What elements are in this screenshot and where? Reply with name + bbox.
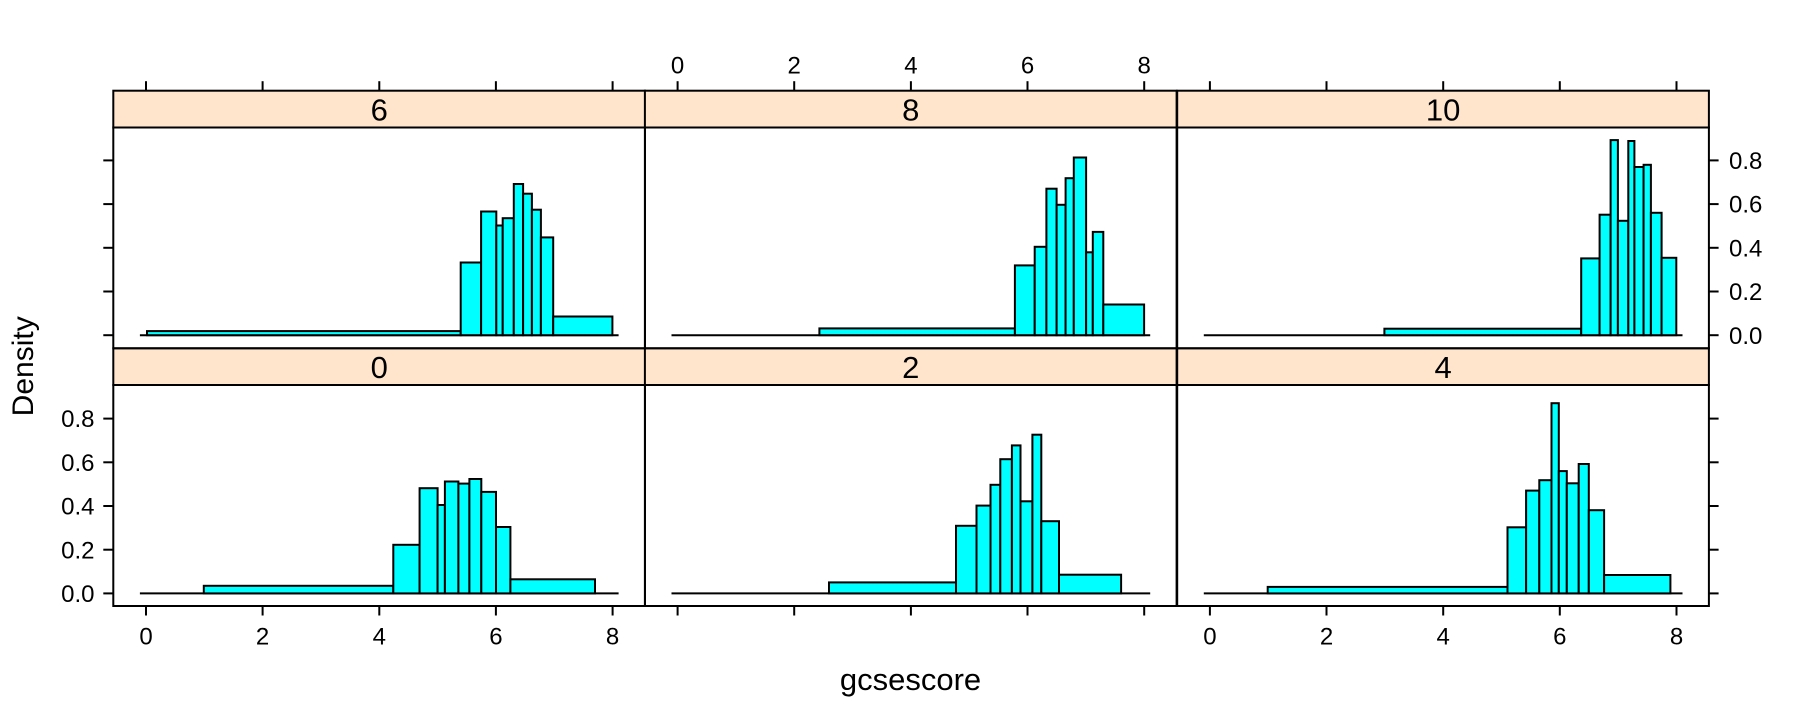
svg-text:0.4: 0.4	[1729, 235, 1762, 262]
svg-text:0.2: 0.2	[61, 537, 94, 564]
svg-text:gcsescore: gcsescore	[840, 662, 981, 697]
svg-text:6: 6	[1021, 53, 1034, 80]
svg-text:0: 0	[1203, 624, 1216, 651]
svg-text:0.0: 0.0	[1729, 323, 1762, 350]
svg-text:0.2: 0.2	[1729, 279, 1762, 306]
svg-text:8: 8	[606, 624, 619, 651]
svg-text:6: 6	[1553, 624, 1566, 651]
svg-text:0: 0	[371, 350, 388, 385]
svg-text:4: 4	[904, 53, 917, 80]
svg-text:0.8: 0.8	[61, 406, 94, 433]
svg-text:0.6: 0.6	[1729, 192, 1762, 219]
svg-text:4: 4	[1437, 624, 1450, 651]
svg-text:8: 8	[1670, 624, 1683, 651]
svg-text:10: 10	[1426, 93, 1460, 128]
svg-text:6: 6	[489, 624, 502, 651]
svg-text:4: 4	[1434, 350, 1451, 385]
svg-text:0.6: 0.6	[61, 450, 94, 477]
svg-text:0.0: 0.0	[61, 581, 94, 608]
svg-text:Density: Density	[7, 316, 40, 416]
svg-text:2: 2	[256, 624, 269, 651]
svg-text:2: 2	[788, 53, 801, 80]
svg-text:8: 8	[902, 93, 919, 128]
svg-text:0: 0	[139, 624, 152, 651]
svg-text:2: 2	[1320, 624, 1333, 651]
svg-text:0.4: 0.4	[61, 494, 94, 521]
svg-text:6: 6	[371, 93, 388, 128]
svg-text:0.8: 0.8	[1729, 148, 1762, 175]
svg-text:8: 8	[1138, 53, 1151, 80]
svg-text:2: 2	[902, 350, 919, 385]
svg-text:4: 4	[373, 624, 386, 651]
svg-text:0: 0	[671, 53, 684, 80]
